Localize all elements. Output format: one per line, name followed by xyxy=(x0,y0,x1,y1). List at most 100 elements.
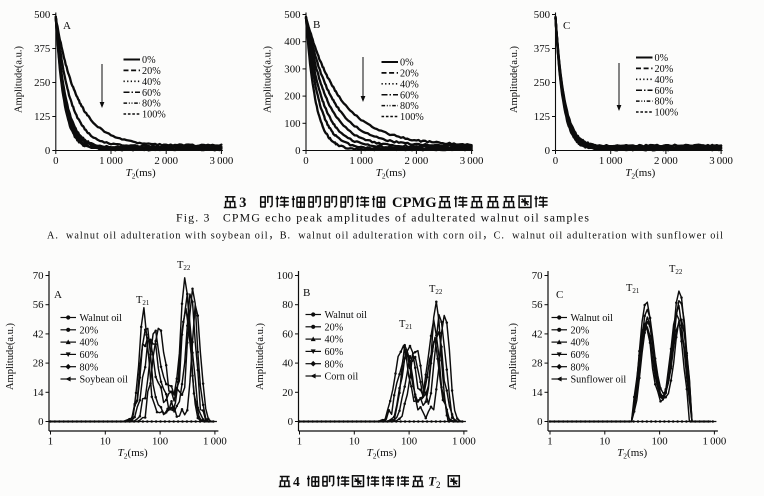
svg-text:0: 0 xyxy=(45,145,50,157)
svg-text:2 000: 2 000 xyxy=(154,155,178,167)
svg-text:Sunflower oil: Sunflower oil xyxy=(571,375,627,386)
svg-text:1 000: 1 000 xyxy=(452,436,476,448)
svg-text:100: 100 xyxy=(277,270,293,282)
svg-text:4: 4 xyxy=(293,474,300,489)
svg-text:80%: 80% xyxy=(400,101,419,112)
svg-text:A: A xyxy=(63,20,71,32)
svg-text:Amplitude(a.u.): Amplitude(a.u.) xyxy=(255,322,266,390)
svg-text:125: 125 xyxy=(534,111,550,123)
svg-text:14: 14 xyxy=(532,387,543,399)
svg-text:C: C xyxy=(563,20,570,32)
svg-text:400: 400 xyxy=(284,36,300,48)
svg-text:3: 3 xyxy=(239,195,246,211)
svg-text:250: 250 xyxy=(34,77,50,89)
svg-text:T2(ms): T2(ms) xyxy=(625,167,655,181)
svg-text:3 000: 3 000 xyxy=(460,155,484,167)
svg-text:40%: 40% xyxy=(142,77,161,88)
svg-text:40%: 40% xyxy=(325,335,344,346)
svg-text:10: 10 xyxy=(599,436,610,448)
svg-text:CPMG: CPMG xyxy=(392,195,437,211)
svg-text:100: 100 xyxy=(284,118,300,130)
svg-text:20: 20 xyxy=(282,387,293,399)
svg-text:1: 1 xyxy=(297,436,302,448)
svg-text:Soybean oil: Soybean oil xyxy=(80,375,129,386)
svg-text:100%: 100% xyxy=(655,108,679,119)
svg-text:0%: 0% xyxy=(400,58,414,69)
svg-text:Corn oil: Corn oil xyxy=(325,372,359,383)
svg-text:42: 42 xyxy=(33,328,44,340)
svg-text:0: 0 xyxy=(545,145,550,157)
svg-text:40%: 40% xyxy=(655,75,674,86)
svg-text:500: 500 xyxy=(284,9,300,21)
svg-text:0%: 0% xyxy=(142,55,156,66)
svg-text:40%: 40% xyxy=(80,338,99,349)
svg-text:Amplitude(a.u.): Amplitude(a.u.) xyxy=(508,322,519,390)
svg-text:T2(ms): T2(ms) xyxy=(376,167,406,181)
svg-text:100: 100 xyxy=(651,436,667,448)
svg-text:0%: 0% xyxy=(655,53,669,64)
svg-text:300: 300 xyxy=(284,63,300,75)
svg-text:60%: 60% xyxy=(80,350,99,361)
svg-text:80%: 80% xyxy=(325,359,344,370)
svg-text:1 000: 1 000 xyxy=(599,155,623,167)
svg-text:Walnut oil: Walnut oil xyxy=(325,310,368,321)
svg-text:Fig. 3 CPMG echo peak amplit: Fig. 3 CPMG echo peak amplitudes of adul… xyxy=(176,211,589,225)
svg-text:0: 0 xyxy=(537,416,542,428)
svg-text:1 000: 1 000 xyxy=(349,155,373,167)
svg-text:14: 14 xyxy=(33,387,44,399)
svg-text:10: 10 xyxy=(100,436,111,448)
svg-text:Amplitude(a.u.): Amplitude(a.u.) xyxy=(509,45,520,113)
svg-text:A: A xyxy=(54,289,62,301)
svg-text:1 000: 1 000 xyxy=(203,436,227,448)
svg-text:20%: 20% xyxy=(325,322,344,333)
svg-text:20%: 20% xyxy=(571,325,590,336)
svg-text:375: 375 xyxy=(34,43,50,55)
svg-text:20%: 20% xyxy=(142,66,161,77)
svg-text:Amplitude(a.u.): Amplitude(a.u.) xyxy=(5,322,16,390)
svg-text:60%: 60% xyxy=(400,90,419,101)
svg-text:0: 0 xyxy=(53,155,58,167)
svg-text:40: 40 xyxy=(282,358,293,370)
svg-text:40%: 40% xyxy=(571,338,590,349)
svg-text:60%: 60% xyxy=(571,350,590,361)
svg-text:A. walnut oil adulteration wi: A. walnut oil adulteration with soybean … xyxy=(47,231,723,242)
svg-text:Walnut oil: Walnut oil xyxy=(80,313,123,324)
svg-text:250: 250 xyxy=(534,77,550,89)
svg-text:80%: 80% xyxy=(142,99,161,110)
svg-text:80%: 80% xyxy=(80,362,99,373)
svg-text:T2: T2 xyxy=(428,474,440,491)
svg-text:60%: 60% xyxy=(142,88,161,99)
svg-text:1 000: 1 000 xyxy=(703,436,727,448)
svg-text:56: 56 xyxy=(33,299,44,311)
svg-text:T2(ms): T2(ms) xyxy=(617,447,647,461)
svg-text:T2(ms): T2(ms) xyxy=(367,447,397,461)
svg-text:20%: 20% xyxy=(655,64,674,75)
svg-text:T2(ms): T2(ms) xyxy=(118,447,148,461)
svg-text:2 000: 2 000 xyxy=(654,155,678,167)
svg-text:42: 42 xyxy=(532,328,543,340)
svg-text:100%: 100% xyxy=(142,110,166,121)
svg-text:28: 28 xyxy=(33,358,44,370)
svg-text:1 000: 1 000 xyxy=(99,155,123,167)
svg-text:60: 60 xyxy=(282,328,293,340)
svg-text:3 000: 3 000 xyxy=(709,155,733,167)
svg-text:20%: 20% xyxy=(400,69,419,80)
svg-text:56: 56 xyxy=(532,299,543,311)
svg-text:1: 1 xyxy=(547,436,552,448)
svg-text:500: 500 xyxy=(34,9,50,21)
svg-text:28: 28 xyxy=(532,358,543,370)
svg-text:1: 1 xyxy=(48,436,53,448)
svg-text:200: 200 xyxy=(284,91,300,103)
svg-text:T2(ms): T2(ms) xyxy=(126,167,156,181)
svg-text:125: 125 xyxy=(34,111,50,123)
svg-text:0: 0 xyxy=(553,155,558,167)
svg-text:70: 70 xyxy=(532,270,543,282)
svg-text:375: 375 xyxy=(534,43,550,55)
svg-text:100: 100 xyxy=(401,436,417,448)
svg-text:60%: 60% xyxy=(325,347,344,358)
svg-text:100%: 100% xyxy=(400,112,424,123)
svg-text:80: 80 xyxy=(282,299,293,311)
svg-text:80%: 80% xyxy=(655,97,674,108)
svg-text:100: 100 xyxy=(152,436,168,448)
svg-text:0: 0 xyxy=(38,416,43,428)
